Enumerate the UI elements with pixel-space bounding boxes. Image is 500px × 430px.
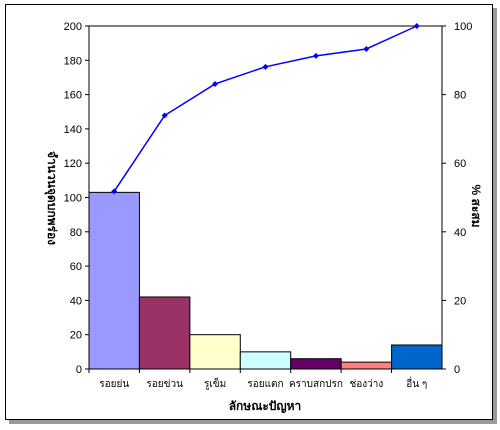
y-tick-label: 160 bbox=[64, 90, 82, 102]
cumulative-markers bbox=[111, 23, 420, 195]
x-tick-label: รอยย่น bbox=[99, 379, 129, 390]
y-axis-title: จำนวนจุดบกพร่อง bbox=[44, 151, 59, 245]
line-point-marker bbox=[111, 188, 118, 195]
line-point-marker bbox=[212, 80, 219, 87]
y2-tick-label: 100 bbox=[454, 21, 472, 33]
y-tick-label: 120 bbox=[64, 158, 82, 170]
bar-3 bbox=[189, 334, 241, 370]
x-tick-label: รอยข่วน bbox=[146, 379, 183, 390]
y-tick-label: 60 bbox=[70, 261, 82, 273]
y2-tick-label: 80 bbox=[454, 90, 466, 102]
bar-4 bbox=[239, 351, 292, 370]
line-point-marker bbox=[262, 63, 269, 70]
line-point-marker bbox=[161, 112, 168, 119]
y-tick-label: 40 bbox=[70, 295, 82, 307]
line-point-marker bbox=[312, 52, 319, 59]
y-tick-label: 20 bbox=[70, 330, 82, 342]
y-tick-label: 0 bbox=[76, 364, 82, 376]
x-tick-label: รอยแตก bbox=[247, 379, 283, 390]
line-point-marker bbox=[413, 23, 420, 29]
bar-1 bbox=[88, 191, 140, 370]
x-axis-title: ลักษณะปัญหา bbox=[229, 399, 302, 413]
y2-tick-label: 20 bbox=[454, 295, 466, 307]
y2-axis-title: % สะสม bbox=[469, 184, 483, 227]
y-tick-label: 80 bbox=[70, 227, 82, 239]
y-tick-label: 140 bbox=[64, 124, 82, 136]
y2-tick-label: 60 bbox=[454, 158, 466, 170]
y-tick-label: 200 bbox=[64, 21, 82, 33]
y-tick-label: 180 bbox=[64, 55, 82, 67]
x-tick-label: อื่น ๆ bbox=[406, 376, 427, 390]
bar-6 bbox=[340, 361, 393, 370]
x-tick-label: คราบสกปรก bbox=[289, 379, 343, 390]
line-point-marker bbox=[363, 45, 370, 52]
y2-tick-label: 0 bbox=[454, 364, 460, 376]
y2-tick-label: 40 bbox=[454, 227, 466, 239]
y-tick-label: 100 bbox=[64, 193, 82, 205]
x-axis: รอยย่น รอยข่วน รูเข็ม รอยแตก คราบสกปรก ช่องว่… bbox=[88, 369, 427, 390]
bar-7 bbox=[391, 344, 443, 370]
x-tick-label: ช่องว่าง bbox=[349, 379, 383, 390]
x-tick-label: รูเข็ม bbox=[204, 376, 226, 390]
y-axis-left: 0 20 40 60 80 100 120 140 160 180 200 bbox=[64, 21, 89, 376]
y-axis-right: 0 20 40 60 80 100 bbox=[442, 21, 472, 376]
bar-5 bbox=[290, 358, 342, 370]
bar-2 bbox=[138, 296, 191, 370]
